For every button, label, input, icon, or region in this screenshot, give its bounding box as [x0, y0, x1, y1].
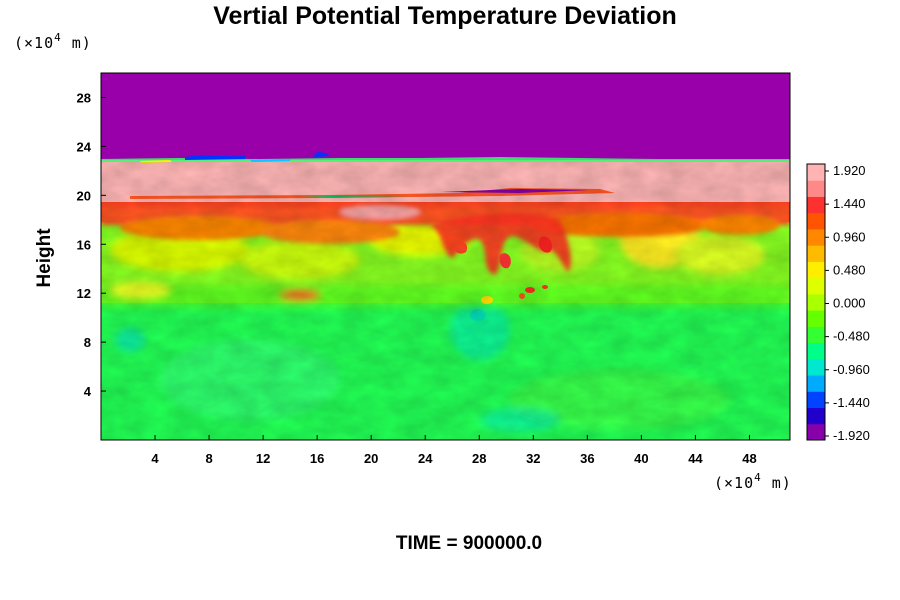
colorbar-swatch	[807, 228, 825, 246]
colorbar-swatch	[807, 407, 825, 425]
y-axis: 4 8 12 16 20 24 28	[77, 90, 106, 399]
y-unit-prefix: (×10	[14, 34, 54, 52]
x-tick-label: 12	[256, 451, 270, 466]
colorbar-swatch	[807, 358, 825, 376]
colorbar-swatch	[807, 164, 825, 181]
y-unit-exponent: 4	[54, 31, 62, 44]
x-tick-label: 48	[742, 451, 756, 466]
x-tick-label: 4	[151, 451, 159, 466]
x-tick-label: 40	[634, 451, 648, 466]
x-unit-suffix: m)	[762, 474, 792, 492]
colorbar-tick-label: -0.960	[833, 362, 870, 377]
x-tick-label: 44	[688, 451, 703, 466]
x-tick-label: 20	[364, 451, 378, 466]
y-tick-label: 4	[84, 384, 92, 399]
colorbar: 1.920 1.440 0.960 0.480 0.000 -0.480 -0.960 -1.…	[806, 163, 870, 443]
x-tick-label: 32	[526, 451, 540, 466]
y-tick-label: 12	[77, 286, 91, 301]
colorbar-swatch	[807, 342, 825, 360]
colorbar-tick-label: 0.960	[833, 229, 866, 244]
colorbar-swatch	[807, 245, 825, 262]
heatmap-plot-area	[101, 73, 790, 440]
colorbar-tick-label: 0.000	[833, 296, 866, 311]
y-axis-label: Height	[34, 228, 55, 288]
plot-frame	[100, 72, 791, 441]
y-tick-label: 28	[77, 90, 91, 105]
colorbar-swatch	[807, 391, 825, 409]
colorbar-tick-label: -1.920	[833, 428, 870, 443]
region-sponge-layer	[101, 73, 790, 161]
colorbar-swatch	[807, 326, 825, 344]
colorbar-swatch	[807, 196, 825, 214]
chart-title: Vertial Potential Temperature Deviation	[213, 2, 677, 30]
colorbar-frame	[806, 163, 826, 441]
colorbar-swatch	[807, 375, 825, 392]
x-axis: 4 8 12 16 20 24 28 32 36 40 44 48	[151, 435, 757, 466]
x-tick-label: 16	[310, 451, 324, 466]
colorbar-swatch	[807, 212, 825, 230]
y-tick-label: 16	[77, 237, 91, 252]
colorbar-swatch	[807, 180, 825, 197]
x-tick-label: 24	[418, 451, 433, 466]
turbulence-texture	[101, 162, 790, 440]
x-unit-label: (×104 m)	[714, 471, 792, 492]
colorbar-swatch	[807, 310, 825, 327]
x-unit-exponent: 4	[754, 471, 762, 484]
time-label: TIME = 900000.0	[396, 533, 542, 554]
y-tick-label: 8	[84, 335, 91, 350]
y-unit-suffix: m)	[62, 34, 92, 52]
colorbar-tick-label: -1.440	[833, 395, 870, 410]
y-tick-label: 24	[77, 139, 92, 154]
colorbar-swatch	[807, 261, 825, 279]
colorbar-swatch	[807, 277, 825, 295]
colorbar-swatch	[807, 423, 825, 441]
y-tick-label: 20	[77, 188, 91, 203]
colorbar-tick-label: -0.480	[833, 329, 870, 344]
x-tick-label: 28	[472, 451, 486, 466]
colorbar-tick-label: 0.480	[833, 262, 866, 277]
x-tick-label: 36	[580, 451, 594, 466]
colorbar-tick-label: 1.920	[833, 163, 866, 178]
y-unit-label: (×104 m)	[14, 31, 92, 52]
x-tick-label: 8	[205, 451, 212, 466]
x-unit-prefix: (×10	[714, 474, 754, 492]
colorbar-tick-label: 1.440	[833, 196, 866, 211]
colorbar-swatch	[807, 293, 825, 311]
